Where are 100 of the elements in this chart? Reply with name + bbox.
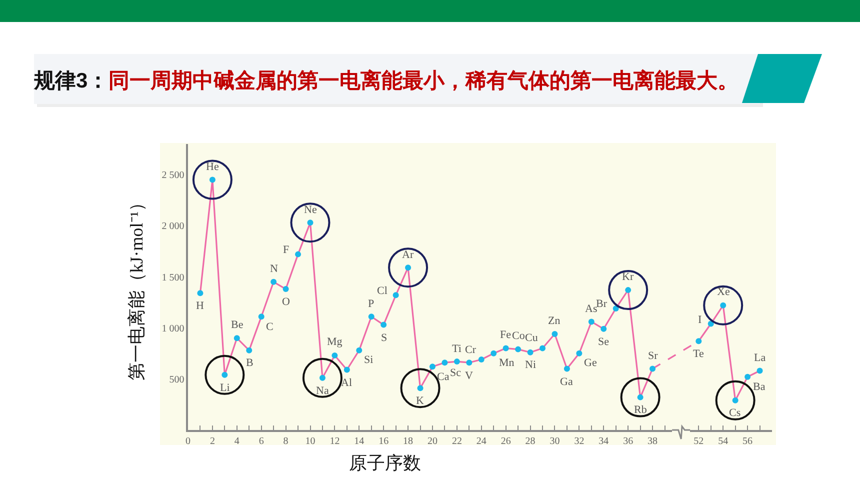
point — [417, 385, 424, 392]
annotation: Te — [693, 348, 704, 360]
x-tick-label: 26 — [500, 436, 511, 447]
annotation: Cs — [729, 407, 741, 419]
annotation: K — [416, 395, 424, 407]
point — [344, 366, 350, 373]
annotation: Ca — [437, 371, 450, 383]
annotation: La — [754, 352, 766, 364]
y-axis-title: 第一电离能（kJ·mol⁻¹） — [126, 193, 146, 381]
point — [756, 368, 763, 374]
x-tick-label: 0 — [186, 436, 190, 447]
x-tick-label: 32 — [574, 436, 584, 447]
point — [540, 345, 546, 352]
x-tick-label: 24 — [476, 436, 486, 447]
x-tick-label: 14 — [354, 436, 364, 447]
point — [478, 356, 484, 363]
annotation: Sr — [648, 350, 658, 362]
annotation: N — [270, 263, 278, 275]
point — [307, 220, 314, 226]
y-tick-label: 1 000 — [162, 323, 184, 334]
x-tick-label: 28 — [525, 436, 536, 447]
x-tick-label: 54 — [718, 436, 728, 447]
annotation: P — [368, 298, 374, 310]
point — [650, 366, 656, 372]
x-tick-label: 16 — [378, 436, 389, 447]
point — [502, 345, 509, 352]
point — [332, 352, 338, 358]
point — [197, 290, 204, 296]
annotation: S — [381, 332, 388, 344]
point — [608, 270, 648, 310]
x-tick-label: 4 — [234, 436, 240, 447]
point — [527, 349, 534, 356]
point — [732, 397, 738, 404]
point — [392, 292, 399, 298]
point — [405, 264, 412, 271]
x-tick-label: 30 — [550, 436, 560, 447]
annotation: Ar — [402, 249, 414, 261]
point — [564, 366, 570, 372]
annotation: Rb — [634, 404, 648, 416]
x-tick-label: 6 — [258, 436, 264, 447]
annotation: Be — [231, 319, 244, 331]
annotation: Co — [512, 330, 526, 342]
point — [515, 346, 522, 352]
annotation: Fe — [500, 329, 512, 341]
point — [552, 330, 558, 337]
y-tick-label: 500 — [169, 374, 184, 386]
annotation: He — [206, 161, 219, 173]
point — [246, 347, 252, 354]
point — [282, 286, 289, 292]
point — [356, 347, 362, 354]
point — [388, 248, 428, 288]
annotation: Xe — [717, 286, 730, 298]
point — [637, 394, 644, 400]
chart-subtitle: 同一周期中碱金属的第一电离能最小，稀有气体的第一电离能最大。 — [108, 68, 739, 92]
point — [490, 350, 497, 356]
x-axis-title: 原子序数 — [349, 453, 421, 473]
x-tick-label: 8 — [283, 436, 288, 447]
annotation: Se — [598, 336, 610, 348]
point — [466, 360, 472, 366]
point — [620, 377, 660, 418]
annotation: Mn — [499, 357, 515, 369]
x-tick-label: 52 — [694, 436, 704, 447]
point — [696, 338, 702, 344]
annotation: Cr — [465, 344, 476, 356]
point — [600, 326, 607, 332]
y-tick-label: 2 000 — [162, 221, 184, 232]
annotation: Ga — [560, 376, 573, 388]
annotation: Mg — [327, 336, 343, 348]
annotation: V — [465, 370, 473, 382]
annotation: Ne — [304, 204, 317, 216]
point — [222, 372, 228, 378]
x-tick-label: 36 — [623, 436, 634, 447]
annotation: B — [246, 357, 254, 369]
point — [319, 374, 326, 381]
annotation: O — [282, 296, 290, 308]
point — [270, 278, 277, 285]
point — [295, 251, 302, 258]
x-tick-label: 22 — [452, 436, 462, 447]
x-tick-label: 18 — [403, 436, 414, 447]
annotation: Ba — [753, 381, 766, 393]
annotation: Si — [364, 354, 374, 366]
point — [380, 322, 387, 328]
point — [612, 305, 619, 312]
point — [576, 350, 582, 356]
annotation: Ti — [452, 343, 462, 355]
point — [368, 314, 374, 320]
point — [720, 302, 726, 308]
annotation: Na — [316, 385, 329, 397]
x-tick-label: 12 — [330, 436, 340, 447]
point — [429, 364, 436, 370]
y-tick-label: 2 500 — [162, 170, 184, 182]
point — [625, 287, 632, 294]
annotation: Al — [341, 377, 352, 389]
annotation: I — [698, 314, 702, 326]
annotation: C — [266, 321, 274, 333]
annotation: Br — [596, 298, 608, 310]
annotation: Zn — [548, 315, 561, 327]
annotation: F — [283, 244, 290, 256]
point — [234, 335, 240, 342]
annotation: Ni — [525, 359, 536, 371]
